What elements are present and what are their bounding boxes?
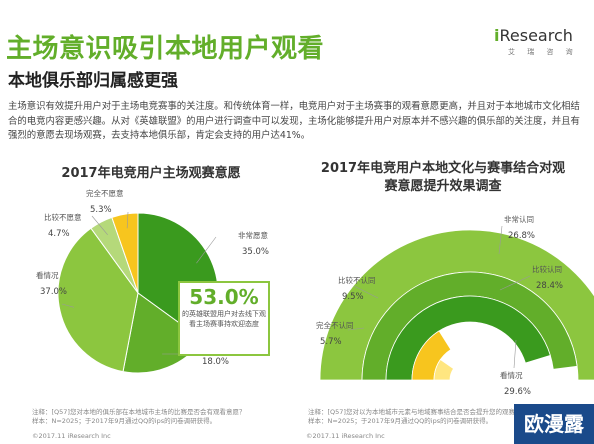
pie-slice [57,227,139,373]
leader-line [499,275,531,291]
band-value-label: 9.5% [342,292,364,302]
watermark-logo: 欧漫露 [514,404,594,444]
slice-category-label: 非常愿意 [238,230,268,240]
band-value-label: 28.4% [536,281,563,291]
chart1-note-line2: 样本：N=2025；于2017年9月通过QQ的ips的问卷调研获得。 [32,417,217,425]
callout-value: 53.0% [189,285,259,309]
slice-category-label: 比较不愿意 [44,212,82,222]
callout-description: 的英雄联盟用户对去线下观看主场赛事持欢迎态度 [182,310,266,328]
leader-line [513,339,517,369]
slice-value-label: 4.7% [48,229,70,239]
chart1-note-line1: 注释：[Q57]您对本地的俱乐部在本地城市主场的比赛是否会有观看意愿？ [32,408,246,416]
copyright-left: ©2017.11 iResearch Inc [32,432,111,440]
leader-line [353,285,379,299]
band-category-label: 比较认同 [532,264,562,274]
band-value-label: 29.6% [504,387,531,397]
chart2-note-line2: 样本：N=2025；于2017年9月通过QQ的ips的问卷调研获得。 [308,417,493,425]
slice-category-label: 看情况 [36,270,59,280]
chart1-title: 2017年电竞用户主场观赛意愿 [61,166,241,181]
band-value-label: 26.8% [508,231,535,241]
chart1-note: 注释：[Q57]您对本地的俱乐部在本地城市主场的比赛是否会有观看意愿？ 样本：N… [32,408,245,426]
ring-band [433,358,455,381]
chart2-note: 注释：[Q57]您对以为本地城市元素与地域赛事结合是否会提升您的观赛意愿？ 样本… [308,408,534,426]
band-category-label: 比较不认同 [338,275,376,285]
band-category-label: 完全不认同 [316,320,354,330]
logo-tagline: 艾 瑞 咨 询 [508,48,578,56]
leader-line [498,225,503,255]
page-title: 主场意识吸引本地用户观看 [6,34,325,64]
pie-slice [111,212,139,294]
logo-brand-prefix: i [494,26,500,45]
callout-box: 53.0% 的英雄联盟用户对去线下观看主场赛事持欢迎态度 [178,281,270,356]
slice-value-label: 35.0% [242,247,269,257]
band-category-label: 非常认同 [504,214,534,224]
leader-line [126,211,129,229]
chart2-note-line1: 注释：[Q57]您对以为本地城市元素与地域赛事结合是否会提升您的观赛意愿？ [308,408,535,416]
chart2-title: 2017年电竞用户本地文化与赛事结合对观赛意愿提升效果调查 [320,161,566,194]
leader-line [347,327,365,331]
iresearch-logo: iResearch 艾 瑞 咨 询 [494,26,586,70]
band-category-label: 看情况 [500,370,523,380]
slice-value-label: 37.0% [40,287,67,297]
band-value-label: 5.7% [320,337,342,347]
slice-value-label: 18.0% [202,357,229,367]
copyright-right: ©2017.11 iResearch Inc [306,432,385,440]
chart2-semicircle: 非常认同 26.8% 比较认同 28.4% 看情况 29.6% 比较不认同 9.5% 完全不认同… [316,214,594,397]
slice-value-label: 5.3% [90,205,112,215]
leader-line [61,303,75,308]
leader-line [196,236,217,264]
body-paragraph: 主场意识有效提升用户对于主场电竞赛事的关注度。和传统体育一样，电竞用户对于主场赛… [8,101,580,142]
page-subtitle: 本地俱乐部归属感更强 [8,71,178,91]
logo-brand-name: Research [499,26,573,45]
leader-line [91,215,108,236]
slice-category-label: 完全不愿意 [86,188,124,198]
